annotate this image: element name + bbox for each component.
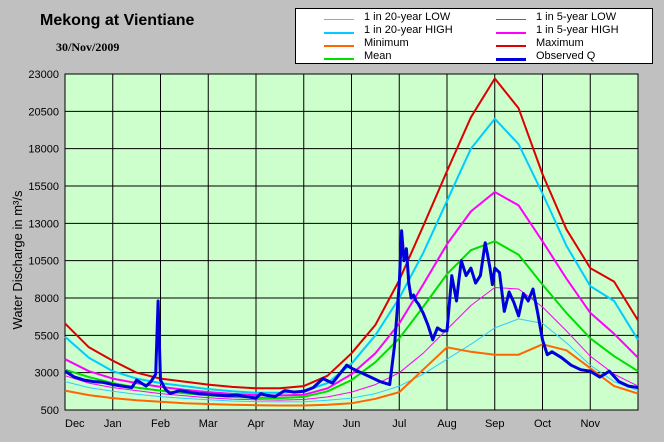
legend-label: 1 in 20-year LOW: [364, 11, 451, 23]
chart-title: Mekong at Vientiane: [40, 12, 195, 29]
x-tick-label: Feb: [151, 418, 170, 430]
x-tick-label: Sep: [485, 418, 505, 430]
series-line-1: [64, 287, 639, 401]
x-tick-label: Aug: [437, 418, 457, 430]
series-line-7: [64, 229, 639, 400]
series-line-3: [64, 191, 639, 397]
legend-label: 1 in 5-year HIGH: [536, 24, 619, 36]
legend-label: Maximum: [536, 37, 584, 49]
x-tick-label: Dec: [65, 418, 85, 430]
legend-swatch: [496, 45, 526, 47]
legend: 1 in 20-year LOW 1 in 20-year HIGH Minim…: [295, 8, 653, 64]
y-tick-label: 10500: [28, 256, 59, 268]
legend-label: Observed Q: [536, 50, 596, 62]
x-tick-label: Jun: [343, 418, 361, 430]
legend-label: Mean: [364, 50, 392, 62]
x-tick-label: May: [293, 418, 314, 430]
x-tick-labels: Dec Jan Feb Mar Apr May Jun Jul Aug Sep Oct Nov: [65, 418, 601, 430]
x-tick-label: Mar: [199, 418, 218, 430]
legend-label: Minimum: [364, 37, 409, 49]
x-tick-label: Apr: [247, 418, 264, 430]
legend-swatch: [324, 45, 354, 47]
y-tick-label: 23000: [28, 69, 59, 81]
legend-swatch: [324, 19, 354, 20]
legend-label: 1 in 5-year LOW: [536, 11, 617, 23]
y-tick-label: 20500: [28, 106, 59, 118]
y-tick-label: 18000: [28, 144, 59, 156]
chart-date: 30/Nov/2009: [56, 40, 120, 54]
y-axis-label: Water Discharge in m³/s: [10, 190, 25, 329]
x-tick-label: Oct: [534, 418, 551, 430]
y-tick-labels: 500 3000 5500 8000 10500 13000 15500 18000 20500…: [28, 69, 59, 417]
y-tick-label: 8000: [35, 293, 59, 305]
y-tick-label: 13000: [28, 218, 59, 230]
legend-swatch: [496, 32, 526, 34]
series-lines: [64, 77, 639, 407]
x-tick-label: Nov: [580, 418, 600, 430]
y-tick-label: 15500: [28, 181, 59, 193]
plot-frame: [64, 73, 639, 411]
legend-swatch: [324, 58, 354, 60]
legend-label: 1 in 20-year HIGH: [364, 24, 453, 36]
legend-swatch: [496, 19, 526, 20]
y-tick-label: 5500: [35, 330, 59, 342]
legend-swatch: [324, 32, 354, 34]
x-tick-label: Jan: [104, 418, 122, 430]
y-tick-label: 3000: [35, 368, 59, 380]
x-tick-label: Jul: [392, 418, 406, 430]
series-line-0: [64, 318, 639, 403]
series-line-5: [64, 240, 639, 400]
legend-swatch: [496, 58, 526, 61]
y-tick-label: 500: [41, 405, 59, 417]
